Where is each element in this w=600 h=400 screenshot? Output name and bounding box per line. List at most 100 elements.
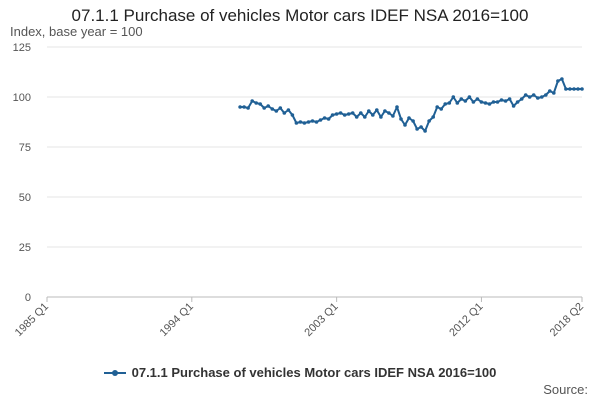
- data-point[interactable]: [383, 109, 387, 113]
- data-point[interactable]: [548, 89, 552, 93]
- x-axis-ticks: 1985 Q1 1994 Q1 2003 Q1 2012 Q1 2018 Q2: [13, 297, 586, 339]
- legend[interactable]: 07.1.1 Purchase of vehicles Motor cars I…: [0, 365, 600, 380]
- data-point[interactable]: [290, 113, 295, 117]
- data-point[interactable]: [306, 120, 311, 124]
- y-tick-label: 50: [19, 192, 31, 204]
- data-point[interactable]: [507, 97, 512, 101]
- data-point[interactable]: [274, 109, 279, 113]
- data-point[interactable]: [395, 105, 399, 109]
- data-point[interactable]: [455, 101, 460, 105]
- data-point[interactable]: [572, 87, 576, 91]
- data-point[interactable]: [523, 93, 528, 97]
- data-point[interactable]: [568, 87, 572, 91]
- data-point[interactable]: [350, 111, 355, 115]
- data-point[interactable]: [367, 109, 371, 113]
- data-point[interactable]: [399, 117, 403, 121]
- data-point[interactable]: [270, 107, 275, 111]
- data-point[interactable]: [359, 111, 363, 115]
- data-point[interactable]: [580, 87, 584, 91]
- data-point[interactable]: [439, 107, 444, 111]
- data-point[interactable]: [310, 119, 315, 123]
- data-point[interactable]: [338, 111, 343, 115]
- data-point[interactable]: [407, 116, 411, 120]
- data-point[interactable]: [262, 106, 267, 110]
- data-point[interactable]: [479, 100, 484, 104]
- data-point[interactable]: [302, 121, 307, 125]
- data-point[interactable]: [552, 91, 556, 95]
- legend-series-label: 07.1.1 Purchase of vehicles Motor cars I…: [131, 365, 497, 380]
- data-point[interactable]: [318, 118, 323, 122]
- data-point[interactable]: [286, 108, 291, 112]
- data-point[interactable]: [495, 100, 500, 104]
- data-point[interactable]: [322, 116, 327, 120]
- data-point[interactable]: [411, 119, 415, 123]
- data-point[interactable]: [379, 115, 383, 119]
- data-point[interactable]: [363, 115, 367, 119]
- data-point[interactable]: [298, 120, 303, 124]
- data-point[interactable]: [375, 108, 379, 112]
- x-tick-label: 2012 Q1: [447, 301, 485, 339]
- data-point[interactable]: [491, 100, 496, 104]
- data-point[interactable]: [536, 96, 540, 100]
- data-point[interactable]: [435, 105, 440, 109]
- legend-line-marker-icon: [103, 368, 126, 378]
- data-point[interactable]: [391, 114, 395, 118]
- data-point[interactable]: [342, 113, 347, 117]
- data-point[interactable]: [519, 97, 524, 101]
- data-point[interactable]: [282, 111, 287, 115]
- data-point[interactable]: [483, 101, 488, 105]
- data-point[interactable]: [564, 87, 568, 91]
- data-point[interactable]: [475, 97, 480, 101]
- data-point[interactable]: [238, 105, 242, 109]
- x-tick-label: 1994 Q1: [158, 301, 196, 339]
- data-point[interactable]: [423, 129, 427, 133]
- data-point[interactable]: [467, 95, 472, 99]
- y-tick-label: 125: [13, 42, 31, 54]
- x-tick-label: 1985 Q1: [13, 301, 51, 339]
- data-point[interactable]: [250, 99, 254, 103]
- data-point[interactable]: [576, 87, 580, 91]
- data-point[interactable]: [451, 95, 456, 99]
- data-point[interactable]: [254, 101, 258, 105]
- data-point[interactable]: [346, 112, 351, 116]
- data-point[interactable]: [419, 125, 423, 129]
- data-point[interactable]: [443, 102, 448, 106]
- data-point[interactable]: [531, 93, 536, 97]
- data-point[interactable]: [371, 113, 375, 117]
- y-tick-label: 75: [19, 142, 31, 154]
- x-tick-label: 2018 Q2: [548, 301, 586, 339]
- data-point[interactable]: [294, 121, 299, 125]
- data-point[interactable]: [334, 112, 339, 116]
- data-point[interactable]: [326, 117, 331, 121]
- data-point[interactable]: [503, 99, 508, 103]
- data-point[interactable]: [527, 95, 532, 99]
- data-point[interactable]: [258, 102, 263, 106]
- data-point[interactable]: [471, 100, 476, 104]
- data-point[interactable]: [556, 79, 560, 83]
- data-point[interactable]: [459, 97, 464, 101]
- data-point[interactable]: [560, 77, 564, 81]
- data-point[interactable]: [511, 104, 516, 108]
- data-point[interactable]: [431, 115, 436, 119]
- data-point[interactable]: [447, 101, 452, 105]
- data-point[interactable]: [544, 93, 548, 97]
- data-point[interactable]: [314, 120, 319, 124]
- series-layer: [238, 77, 584, 133]
- data-point[interactable]: [330, 113, 335, 117]
- data-point[interactable]: [403, 123, 407, 127]
- data-point[interactable]: [515, 100, 520, 104]
- data-point[interactable]: [242, 105, 246, 109]
- data-point[interactable]: [427, 119, 431, 123]
- data-point[interactable]: [499, 98, 504, 102]
- data-point[interactable]: [354, 115, 359, 119]
- data-point[interactable]: [463, 99, 468, 103]
- series-line: [240, 78, 582, 132]
- data-point[interactable]: [415, 127, 419, 131]
- data-point[interactable]: [387, 111, 391, 115]
- data-point[interactable]: [540, 95, 544, 99]
- data-point[interactable]: [246, 106, 250, 110]
- data-point[interactable]: [266, 104, 271, 108]
- data-point[interactable]: [487, 102, 492, 106]
- gridlines: [47, 46, 582, 298]
- data-point[interactable]: [278, 106, 283, 110]
